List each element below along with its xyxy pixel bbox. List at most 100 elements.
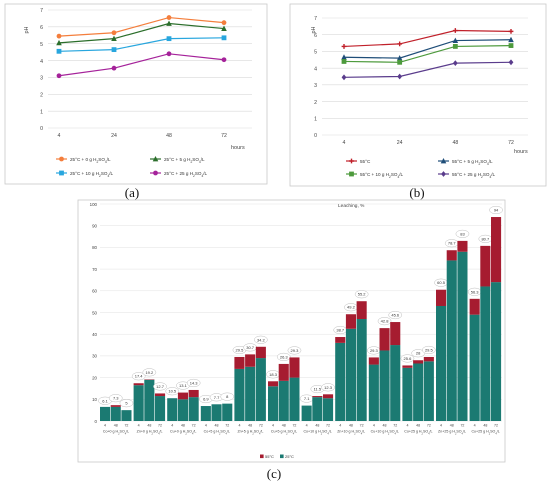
data-label: 8 bbox=[226, 394, 229, 399]
x-tick-label: 4 bbox=[474, 424, 476, 428]
data-label-bubble bbox=[220, 392, 235, 401]
panel-label-b: (b) bbox=[409, 185, 424, 200]
y-tick-label: 80 bbox=[92, 245, 97, 250]
legend-marker bbox=[440, 158, 447, 164]
legend-marker bbox=[441, 171, 446, 177]
x-tick-label: 48 bbox=[248, 424, 252, 428]
legend-marker bbox=[349, 171, 354, 177]
y-tick-label: 3 bbox=[40, 76, 43, 82]
x-tick-label: 4 bbox=[104, 424, 106, 428]
data-point-s4-2 bbox=[397, 73, 403, 80]
bar-25c-g9-3 bbox=[390, 345, 401, 421]
x-tick-label: 24 bbox=[397, 140, 403, 146]
y-tick-label: 7 bbox=[40, 8, 43, 14]
data-label: 6.9 bbox=[203, 397, 209, 402]
bar-25c-g2-3 bbox=[155, 396, 166, 421]
bar-55c-g1-2 bbox=[110, 405, 121, 407]
series-line-4 bbox=[343, 61, 512, 78]
data-point-s4-3 bbox=[166, 51, 172, 57]
bar-25c-g1-3 bbox=[121, 410, 132, 421]
data-label: 19.2 bbox=[145, 370, 154, 375]
series-line-3 bbox=[343, 44, 512, 63]
bar-25c-g2-1 bbox=[133, 385, 144, 421]
bar-55c-g12-1 bbox=[469, 298, 480, 315]
data-label: 29.5 bbox=[425, 347, 434, 352]
data-label: 25.6 bbox=[404, 356, 413, 361]
x-tick-label: 72 bbox=[360, 424, 364, 428]
x-tick-label: 4 bbox=[306, 424, 308, 428]
bar-55c-g5-2 bbox=[245, 354, 256, 367]
y-tick-label: 7 bbox=[314, 16, 317, 22]
bar-25c-g11-1 bbox=[436, 305, 447, 421]
bar-55c-g11-3 bbox=[457, 240, 468, 252]
y-tick-label: 4 bbox=[40, 59, 43, 65]
legend-label: 25°C + 10 g H2SO4/L bbox=[70, 171, 114, 178]
bar-25c-g2-2 bbox=[144, 379, 155, 421]
data-label-bubble bbox=[455, 229, 470, 238]
bar-25c-g9-2 bbox=[379, 350, 390, 421]
y-tick-label: 5 bbox=[314, 50, 317, 56]
x-group-label: Zn+0 g H2SO4/L bbox=[137, 430, 163, 436]
y-tick-label: 3 bbox=[314, 83, 317, 89]
data-label-bubble bbox=[321, 383, 335, 392]
bar-25c-g6-3 bbox=[289, 377, 300, 421]
legend-swatch bbox=[280, 454, 284, 459]
x-tick-label: 4 bbox=[205, 424, 207, 428]
data-label: 94 bbox=[494, 208, 499, 213]
bar-25c-g3-2 bbox=[177, 399, 188, 421]
y-tick-label: 50 bbox=[92, 310, 97, 315]
x-tick-label: 72 bbox=[427, 424, 431, 428]
y-tick-label: 40 bbox=[92, 332, 97, 337]
bar-55c-g10-1 bbox=[402, 365, 413, 368]
legend-marker bbox=[59, 170, 64, 176]
bar-25c-g11-2 bbox=[446, 260, 457, 421]
y-tick-label: 1 bbox=[40, 109, 43, 115]
legend-label: 55°C + 25 g H2SO4/L bbox=[452, 172, 496, 179]
data-label-bubble bbox=[276, 352, 291, 361]
data-label-bubble bbox=[165, 387, 180, 396]
data-label: 29.5 bbox=[236, 347, 245, 352]
bar-25c-g5-3 bbox=[255, 358, 266, 421]
data-label: 42.8 bbox=[381, 319, 390, 324]
bar-25c-g7-1 bbox=[301, 405, 312, 421]
bar-25c-g5-1 bbox=[234, 368, 245, 421]
y-axis-label: Leaching, % bbox=[338, 203, 365, 209]
data-point-s3-1 bbox=[341, 59, 347, 64]
bar-25c-g10-1 bbox=[402, 367, 413, 421]
x-tick-label: 4 bbox=[339, 424, 341, 428]
data-point-s3-3 bbox=[452, 44, 458, 49]
legend-swatch bbox=[260, 454, 264, 459]
bar-25c-g12-3 bbox=[491, 282, 502, 421]
x-group-label: Co+5 g H2SO4/L bbox=[204, 430, 230, 436]
x-group-label: Cu+25 g H2SO4/L bbox=[471, 430, 499, 436]
chart-panel-a: 0 1 2 3 4 5 6 7 pH 4 24 48 72 hours 25°C + 0 g H2SO4/L… bbox=[4, 3, 268, 185]
bar-55c-g9-3 bbox=[390, 322, 401, 346]
bar-55c-g8-1 bbox=[335, 337, 346, 343]
data-label: 34.2 bbox=[257, 337, 266, 342]
bar-25c-g3-1 bbox=[167, 398, 178, 421]
bar-55c-g5-3 bbox=[255, 346, 266, 359]
x-tick-label: 4 bbox=[238, 424, 240, 428]
bar-25c-g8-2 bbox=[345, 328, 356, 421]
bar-25c-g11-3 bbox=[457, 251, 468, 421]
bar-25c-g7-3 bbox=[323, 398, 334, 421]
bar-25c-g12-1 bbox=[469, 314, 480, 421]
data-point-s3-1 bbox=[56, 48, 62, 54]
x-tick-label: 48 bbox=[383, 424, 387, 428]
y-tick-label: 2 bbox=[40, 92, 43, 98]
data-label: 80.7 bbox=[481, 236, 490, 241]
bar-25c-g4-2 bbox=[211, 404, 222, 421]
bar-55c-g12-3 bbox=[491, 217, 502, 283]
x-group-label: Co+0 g H2SO4/L bbox=[103, 430, 129, 436]
data-point-s3-4 bbox=[508, 43, 514, 48]
data-point-s2-2 bbox=[396, 55, 403, 61]
legend-label: 25°C + 25 g H2SO4/L bbox=[164, 171, 208, 178]
bar-25c-g9-1 bbox=[368, 364, 379, 421]
y-tick-label: 2 bbox=[314, 100, 317, 106]
data-label: 60.5 bbox=[437, 280, 446, 285]
data-label-bubble bbox=[153, 382, 167, 391]
bar-55c-g8-3 bbox=[356, 301, 367, 320]
x-tick-label: 72 bbox=[259, 424, 263, 428]
y-tick-label: 4 bbox=[314, 66, 317, 72]
panel-label-a: (a) bbox=[125, 185, 139, 200]
